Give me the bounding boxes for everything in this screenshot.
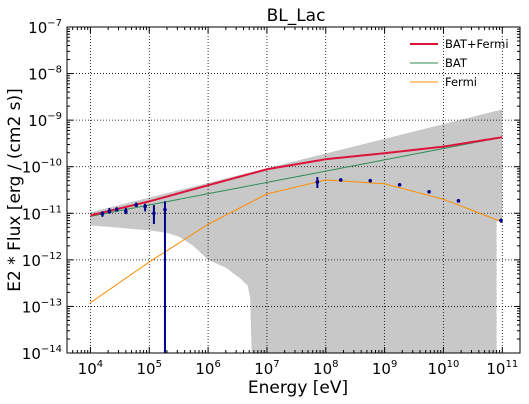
data-point (114, 207, 119, 212)
y-tick-label: 10−9 (28, 111, 62, 130)
series-line-2 (90, 179, 503, 304)
data-point (338, 178, 343, 182)
data-points-layer (100, 177, 503, 353)
data-point (499, 218, 503, 223)
x-tick-label: 109 (372, 359, 397, 378)
y-tick-labels: 10−14 10−13 10−12 10−11 10−10 10−9 10−8 10−7 (22, 18, 62, 363)
x-tick-label: 1011 (486, 359, 518, 378)
y-tick-label: 10−11 (22, 204, 62, 223)
series-layer (90, 136, 503, 304)
data-point (315, 180, 320, 184)
x-axis-label: Energy [eV] (248, 378, 348, 398)
y-tick-label: 10−12 (22, 251, 62, 270)
x-tick-label: 106 (195, 359, 220, 378)
y-tick-label: 10−8 (28, 65, 62, 84)
legend: BAT+Fermi BAT Fermi (410, 37, 509, 89)
data-point (456, 199, 461, 203)
series-line-1 (90, 136, 503, 217)
legend-label-2: Fermi (445, 75, 477, 89)
x-tick-label: 104 (78, 359, 103, 378)
x-tick-labels: 104 105 106 107 108 109 1010 1011 (78, 359, 519, 378)
legend-label-1: BAT (445, 56, 468, 70)
chart-title: BL_Lac (267, 6, 326, 26)
data-point (124, 209, 128, 214)
y-axis-label: E2 * Flux [erg / (cm2 s)] (5, 88, 25, 292)
x-tick-label: 1010 (428, 359, 460, 378)
data-point (427, 189, 431, 194)
y-tick-label: 10−7 (28, 18, 62, 37)
axis-ticks (66, 26, 521, 354)
legend-label-0: BAT+Fermi (445, 37, 509, 51)
data-point (100, 211, 105, 216)
y-tick-label: 10−14 (22, 344, 62, 363)
data-point (163, 207, 167, 212)
plot-frame (66, 26, 521, 354)
data-point (397, 182, 402, 187)
series-line-0 (90, 136, 503, 217)
uncertainty-band-layer (90, 109, 503, 353)
x-tick-label: 105 (137, 359, 162, 378)
data-point (107, 209, 112, 214)
y-tick-label: 10−13 (22, 297, 62, 316)
data-point (134, 203, 139, 207)
data-point (368, 178, 373, 183)
data-point (143, 204, 147, 209)
uncertainty-band (90, 109, 503, 353)
x-tick-label: 107 (254, 359, 279, 378)
x-tick-label: 108 (313, 359, 338, 378)
y-tick-label: 10−10 (22, 158, 62, 177)
data-point (152, 211, 156, 216)
